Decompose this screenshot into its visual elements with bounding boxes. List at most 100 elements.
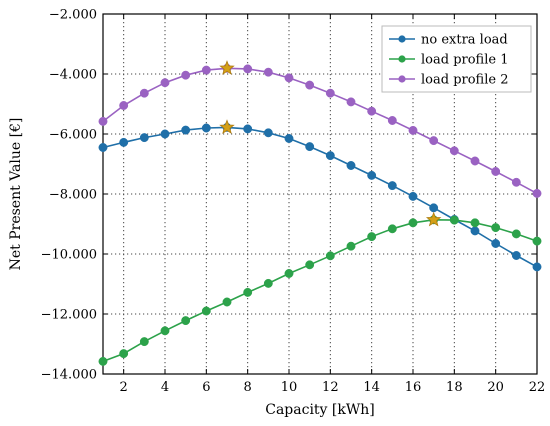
data-point xyxy=(429,203,439,213)
y-tick-label: −14.000 xyxy=(41,368,97,383)
data-point xyxy=(160,78,170,88)
x-tick-label: 10 xyxy=(281,380,298,395)
data-point xyxy=(243,64,253,74)
legend-item: load profile 1 xyxy=(389,53,508,68)
data-point xyxy=(139,88,149,98)
data-point xyxy=(98,356,108,366)
legend: no extra load load profile 1 load profile … xyxy=(381,25,532,93)
data-point xyxy=(511,229,521,239)
data-point xyxy=(491,223,501,233)
data-point xyxy=(119,349,129,359)
data-point xyxy=(119,137,129,147)
data-point xyxy=(408,218,418,228)
x-tick-label: 16 xyxy=(405,380,422,395)
data-point xyxy=(470,218,480,228)
data-point xyxy=(470,156,480,166)
data-point xyxy=(325,88,335,98)
data-point xyxy=(346,241,356,251)
legend-item: no extra load xyxy=(389,33,508,48)
data-point xyxy=(449,215,459,225)
data-point xyxy=(139,337,149,347)
data-point xyxy=(387,181,397,191)
y-tick-label: −4.000 xyxy=(49,68,97,83)
data-point xyxy=(491,239,501,248)
data-point xyxy=(181,316,191,326)
data-point xyxy=(532,236,542,246)
x-tick-label: 12 xyxy=(322,380,339,395)
data-point xyxy=(367,106,377,116)
data-point xyxy=(263,67,273,77)
data-point xyxy=(284,269,294,278)
series-line xyxy=(102,218,538,363)
data-point xyxy=(284,73,294,83)
legend-marker xyxy=(398,75,406,83)
data-point xyxy=(325,251,335,261)
data-point xyxy=(305,142,315,152)
x-tick-label: 2 xyxy=(120,380,128,395)
legend-label: load profile 2 xyxy=(421,73,508,88)
data-point xyxy=(408,191,418,201)
data-point xyxy=(387,224,397,234)
x-tick-label: 22 xyxy=(529,380,546,395)
data-point xyxy=(367,170,377,180)
series-no-extra-load xyxy=(98,119,542,272)
data-point xyxy=(263,128,273,138)
y-tick-label: −2.000 xyxy=(49,8,97,23)
data-point xyxy=(263,278,273,288)
data-point xyxy=(160,129,170,139)
data-point xyxy=(387,116,397,125)
data-point xyxy=(98,143,108,152)
x-tick-label: 4 xyxy=(161,380,169,395)
data-point xyxy=(429,136,439,146)
x-tick-label: 14 xyxy=(363,380,380,395)
data-point xyxy=(98,116,108,126)
x-tick-label: 18 xyxy=(446,380,463,395)
data-point xyxy=(119,101,129,110)
series-line xyxy=(102,126,538,268)
data-point xyxy=(511,251,521,260)
data-point xyxy=(181,70,191,80)
data-point xyxy=(346,161,356,170)
data-point xyxy=(532,188,542,198)
data-point xyxy=(201,65,211,75)
data-point xyxy=(491,167,501,176)
data-point xyxy=(449,146,459,156)
data-point xyxy=(181,125,191,135)
data-point xyxy=(325,151,335,161)
y-tick-label: −12.000 xyxy=(41,308,97,323)
x-tick-label: 8 xyxy=(244,380,252,395)
x-tick-label: 20 xyxy=(487,380,504,395)
data-point xyxy=(367,232,377,242)
legend-marker xyxy=(398,55,406,63)
legend-label: load profile 1 xyxy=(421,53,508,68)
series-layer xyxy=(98,60,542,366)
series-load-profile-1 xyxy=(98,211,542,366)
data-point xyxy=(243,287,253,297)
y-axis-label: Net Present Value [€] xyxy=(8,118,24,271)
y-tick-label: −8.000 xyxy=(49,188,97,203)
data-point xyxy=(243,124,253,134)
data-point xyxy=(408,125,418,135)
data-point xyxy=(346,97,356,107)
data-point xyxy=(532,262,542,272)
legend-label: no extra load xyxy=(421,33,508,48)
data-point xyxy=(511,177,521,187)
x-tick-label: 6 xyxy=(202,380,210,395)
series-line xyxy=(102,67,538,195)
tick-labels: 2 4 6 8 10 12 14 16 18 20 22 −14.000 −12.000 −10.000 −… xyxy=(41,8,546,396)
data-point xyxy=(284,134,294,143)
optimum-star-marker xyxy=(219,119,235,134)
data-point xyxy=(160,326,170,336)
optimum-star-marker xyxy=(219,60,235,75)
legend-marker xyxy=(398,35,406,43)
legend-item: load profile 2 xyxy=(389,73,508,88)
data-point xyxy=(201,123,211,133)
series-load-profile-2 xyxy=(98,60,542,198)
optimum-star-marker xyxy=(425,211,442,227)
data-point xyxy=(139,133,149,143)
y-tick-label: −10.000 xyxy=(41,248,97,263)
data-point xyxy=(305,260,315,270)
data-point xyxy=(305,80,315,90)
data-point xyxy=(222,297,232,307)
